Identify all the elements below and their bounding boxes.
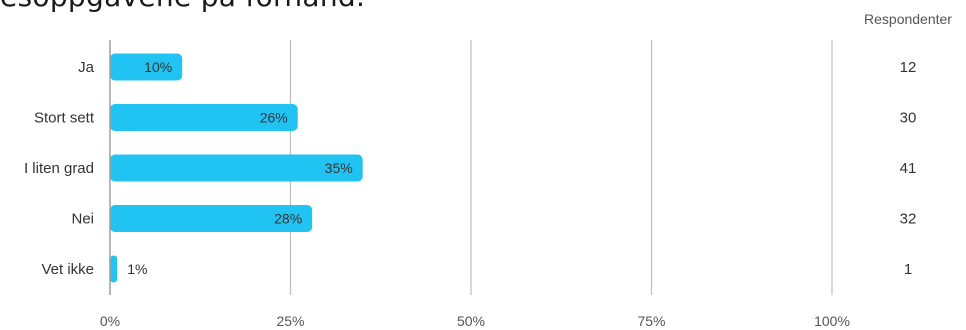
category-label-2: I liten grad bbox=[24, 160, 94, 177]
x-tick-label-100: 100% bbox=[814, 313, 850, 329]
x-tick-label-50: 50% bbox=[457, 313, 485, 329]
chart-title-fragment: esoppgavene på forhånd. bbox=[0, 0, 365, 13]
x-tick-label-25: 25% bbox=[276, 313, 304, 329]
respondents-value-0: 12 bbox=[900, 59, 917, 76]
bar-3 bbox=[110, 205, 313, 232]
x-tick-label-75: 75% bbox=[637, 313, 665, 329]
respondents-value-2: 41 bbox=[900, 160, 917, 177]
respondents-value-1: 30 bbox=[900, 110, 917, 127]
bar-1 bbox=[110, 104, 298, 131]
respondents-value-3: 32 bbox=[900, 211, 917, 228]
respondents-value-4: 1 bbox=[904, 261, 912, 278]
respondents-header: Respondenter bbox=[864, 11, 952, 27]
value-label-1: 26% bbox=[260, 110, 288, 126]
value-label-4: 1% bbox=[127, 261, 147, 277]
bar-2 bbox=[110, 154, 363, 182]
category-label-1: Stort sett bbox=[34, 110, 95, 127]
x-tick-label-0: 0% bbox=[100, 313, 120, 329]
bar-0 bbox=[110, 53, 183, 81]
category-label-3: Nei bbox=[71, 211, 94, 228]
bar-4 bbox=[110, 255, 118, 283]
value-label-3: 28% bbox=[274, 211, 302, 227]
category-label-0: Ja bbox=[78, 59, 95, 76]
category-label-4: Vet ikke bbox=[41, 261, 94, 278]
value-label-0: 10% bbox=[144, 59, 172, 75]
value-label-2: 35% bbox=[325, 160, 353, 176]
